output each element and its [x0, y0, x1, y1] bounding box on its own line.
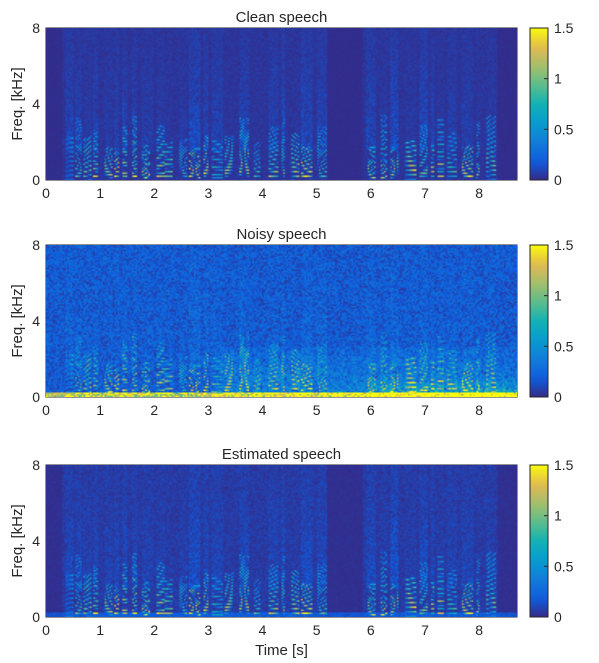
colorbar-tick-label: 1.5	[554, 237, 574, 253]
x-tick-label: 2	[150, 185, 158, 201]
colorbar-tick-label: 1	[554, 508, 562, 524]
colorbar-tick-label: 0.5	[554, 558, 574, 574]
panel-title: Noisy speech	[236, 226, 326, 243]
x-tick-label: 3	[205, 185, 213, 201]
y-tick-label: 0	[32, 172, 40, 188]
x-tick-label: 8	[475, 402, 483, 418]
x-tick-label: 2	[150, 622, 158, 638]
panel-title: Clean speech	[236, 9, 328, 26]
colorbar-tick-label: 1	[554, 288, 562, 304]
spectrogram-image	[46, 465, 517, 617]
colorbar	[529, 464, 549, 618]
colorbar	[529, 244, 549, 398]
colorbar-tick-label: 0	[554, 609, 562, 625]
spectrogram-panel: 0 1 2 3 4 5 6 7 8 0 4 8 Estimated speech Freq. [kHz] T…	[9, 446, 574, 659]
y-tick-label: 8	[32, 457, 40, 473]
y-axis-label: Freq. [kHz]	[9, 67, 26, 140]
spectrogram-panel: 0 1 2 3 4 5 6 7 8 0 4 8 Clean speech Freq. [kHz] 0 0.5 1…	[9, 9, 574, 201]
colorbar-tick-label: 1	[554, 71, 562, 87]
x-tick-label: 4	[259, 185, 267, 201]
x-tick-label: 5	[313, 402, 321, 418]
x-tick-label: 1	[96, 622, 104, 638]
colorbar-tick-label: 0	[554, 172, 562, 188]
colorbar-tick-label: 0.5	[554, 121, 574, 137]
x-tick-label: 8	[475, 185, 483, 201]
colorbar-tick-label: 0	[554, 389, 562, 405]
x-tick-label: 6	[367, 622, 375, 638]
y-tick-label: 8	[32, 20, 40, 36]
colorbar-tick-label: 1.5	[554, 457, 574, 473]
x-tick-label: 8	[475, 622, 483, 638]
y-tick-label: 4	[32, 533, 40, 549]
y-axis-label: Freq. [kHz]	[9, 284, 26, 357]
x-tick-label: 0	[42, 622, 50, 638]
x-tick-label: 4	[259, 402, 267, 418]
spectrogram-image	[46, 245, 517, 397]
y-tick-label: 4	[32, 313, 40, 329]
colorbar-tick-label: 0.5	[554, 338, 574, 354]
x-tick-label: 7	[421, 402, 429, 418]
spectrogram-image	[46, 28, 517, 180]
x-tick-label: 6	[367, 185, 375, 201]
y-tick-label: 0	[32, 609, 40, 625]
panel-title: Estimated speech	[222, 446, 341, 463]
colorbar	[529, 27, 549, 181]
x-tick-label: 4	[259, 622, 267, 638]
y-axis-label: Freq. [kHz]	[9, 504, 26, 577]
x-axis-label: Time [s]	[255, 642, 308, 659]
x-tick-label: 0	[42, 185, 50, 201]
x-tick-label: 5	[313, 622, 321, 638]
x-tick-label: 7	[421, 185, 429, 201]
x-tick-label: 1	[96, 402, 104, 418]
y-tick-label: 8	[32, 237, 40, 253]
x-tick-label: 5	[313, 185, 321, 201]
colorbar-tick-label: 1.5	[554, 20, 574, 36]
x-tick-label: 3	[205, 622, 213, 638]
y-tick-label: 4	[32, 96, 40, 112]
x-tick-label: 1	[96, 185, 104, 201]
x-tick-label: 2	[150, 402, 158, 418]
y-tick-label: 0	[32, 389, 40, 405]
x-tick-label: 7	[421, 622, 429, 638]
x-tick-label: 3	[205, 402, 213, 418]
x-tick-label: 0	[42, 402, 50, 418]
x-tick-label: 6	[367, 402, 375, 418]
